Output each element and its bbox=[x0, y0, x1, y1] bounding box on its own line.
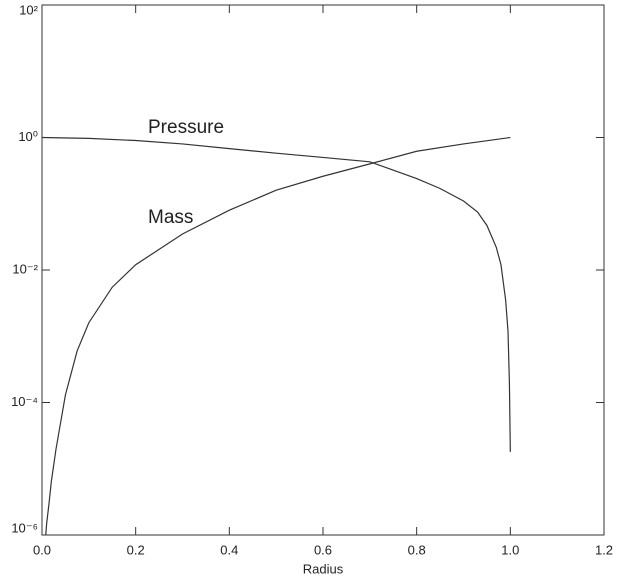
x-tick-label: 0.2 bbox=[127, 542, 145, 557]
x-tick-label: 1.2 bbox=[595, 542, 613, 557]
y-tick-label: 10⁻⁶ bbox=[11, 520, 38, 535]
series-label: Pressure bbox=[148, 117, 224, 138]
x-tick-label: 0.8 bbox=[408, 542, 426, 557]
line bbox=[41, 136, 511, 452]
plot-frame bbox=[41, 4, 605, 536]
y-tick-label: 10⁰ bbox=[18, 129, 38, 144]
x-tick-label: 0.0 bbox=[33, 542, 51, 557]
x-tick-label: 0.6 bbox=[314, 542, 332, 557]
series-label: Mass bbox=[148, 207, 193, 228]
y-tick-label: 10⁻² bbox=[12, 261, 38, 276]
x-tick-label: 0.4 bbox=[220, 542, 238, 557]
line bbox=[45, 136, 511, 536]
x-tick-label: 1.0 bbox=[501, 542, 519, 557]
y-tick-label: 10² bbox=[19, 2, 38, 17]
y-tick-label: 10⁻⁴ bbox=[11, 394, 38, 409]
x-axis-label: Radius bbox=[303, 561, 344, 576]
